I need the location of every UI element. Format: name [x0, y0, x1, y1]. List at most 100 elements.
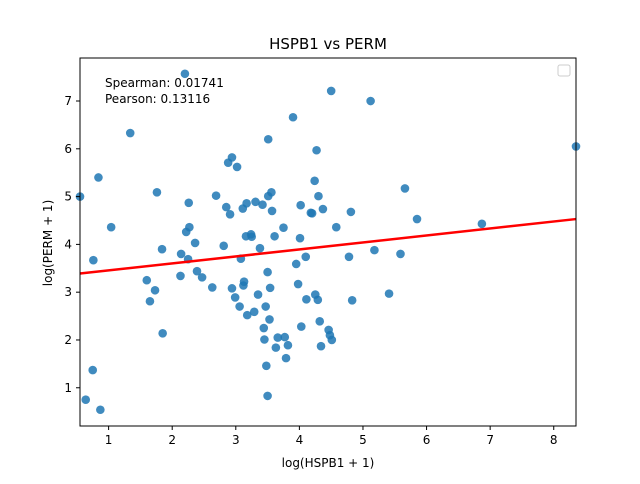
- data-point: [316, 341, 326, 351]
- data-point: [176, 271, 185, 281]
- data-point: [251, 197, 260, 207]
- y-tick-label: 6: [64, 142, 72, 156]
- data-point: [197, 273, 207, 282]
- data-point: [296, 322, 306, 331]
- x-tick-label: 5: [359, 433, 367, 447]
- data-point: [477, 219, 487, 229]
- data-point: [158, 328, 167, 338]
- x-tick-label: 1: [105, 433, 113, 447]
- data-point: [232, 162, 242, 172]
- data-point: [225, 209, 235, 219]
- pearson-annotation: Pearson: 0.13116: [105, 92, 210, 106]
- data-point: [88, 365, 98, 375]
- data-point: [262, 361, 271, 371]
- data-point: [347, 296, 357, 305]
- data-point: [263, 134, 273, 144]
- data-point: [291, 259, 301, 269]
- data-point: [265, 315, 274, 324]
- x-tick-label: 7: [486, 433, 494, 447]
- data-point: [263, 391, 272, 401]
- data-point: [106, 222, 116, 232]
- y-axis-label: log(PERM + 1): [41, 200, 55, 286]
- data-point: [288, 112, 298, 122]
- data-point: [327, 335, 337, 345]
- x-tick-label: 2: [168, 433, 176, 447]
- data-point: [221, 202, 231, 212]
- data-point: [184, 198, 194, 208]
- y-tick-label: 3: [64, 285, 72, 299]
- data-point: [412, 214, 422, 224]
- data-point: [384, 289, 394, 298]
- chart-title: HSPB1 vs PERM: [269, 35, 387, 53]
- data-point: [326, 86, 336, 96]
- data-point: [94, 173, 103, 182]
- data-point: [89, 255, 98, 265]
- data-point: [310, 176, 319, 186]
- data-point: [312, 145, 321, 155]
- x-axis-label: log(HSPB1 + 1): [282, 456, 375, 470]
- x-tick-label: 8: [550, 433, 558, 447]
- data-point: [211, 191, 221, 200]
- data-point: [249, 307, 259, 317]
- data-point: [293, 279, 303, 289]
- data-point: [313, 295, 323, 305]
- data-point: [242, 198, 251, 208]
- data-point: [180, 69, 190, 79]
- data-point: [296, 200, 305, 210]
- data-point: [400, 184, 410, 193]
- data-point: [125, 128, 135, 138]
- data-point: [176, 249, 186, 259]
- data-point: [270, 231, 279, 241]
- data-point: [227, 153, 237, 162]
- data-point: [258, 200, 267, 210]
- data-point: [315, 317, 325, 326]
- data-point: [247, 232, 256, 242]
- data-point: [145, 296, 155, 306]
- legend-box: [557, 64, 571, 77]
- y-tick-label: 4: [64, 237, 72, 251]
- data-point: [267, 206, 277, 216]
- axes: 1 2 3 4 5 6 7 8 1 2 3 4 5 6 7: [64, 57, 577, 447]
- data-point: [207, 283, 217, 292]
- data-point: [280, 332, 290, 342]
- data-point: [267, 187, 276, 197]
- data-point: [265, 283, 275, 293]
- y-tick-label: 2: [64, 333, 72, 347]
- data-point: [81, 395, 91, 405]
- data-point: [96, 405, 105, 415]
- data-point: [253, 290, 263, 299]
- data-point: [370, 245, 379, 255]
- data-point: [239, 277, 249, 286]
- data-point: [261, 302, 270, 311]
- data-point: [157, 244, 167, 254]
- data-point: [344, 252, 354, 262]
- data-point: [142, 275, 152, 285]
- data-point: [185, 222, 194, 232]
- data-point: [307, 209, 317, 218]
- data-point: [235, 302, 244, 311]
- data-point: [227, 284, 237, 293]
- data-point: [242, 310, 252, 320]
- y-tick-label: 1: [64, 381, 72, 395]
- data-point: [366, 96, 375, 106]
- spearman-annotation: Spearman: 0.01741: [105, 76, 224, 90]
- data-point: [318, 204, 328, 214]
- data-point: [259, 323, 269, 333]
- data-point: [314, 191, 323, 201]
- data-point: [219, 241, 229, 251]
- data-point: [152, 187, 162, 197]
- data-point: [346, 207, 356, 217]
- data-point: [279, 223, 288, 232]
- x-tick-label: 3: [232, 433, 240, 447]
- data-point: [230, 293, 240, 302]
- data-point: [271, 343, 281, 352]
- regression-line: [79, 217, 577, 275]
- data-point: [281, 353, 291, 363]
- x-tick-label: 4: [296, 433, 304, 447]
- y-tick-label: 5: [64, 190, 72, 204]
- data-point: [301, 252, 311, 262]
- data-point: [331, 222, 341, 232]
- data-point: [255, 243, 265, 253]
